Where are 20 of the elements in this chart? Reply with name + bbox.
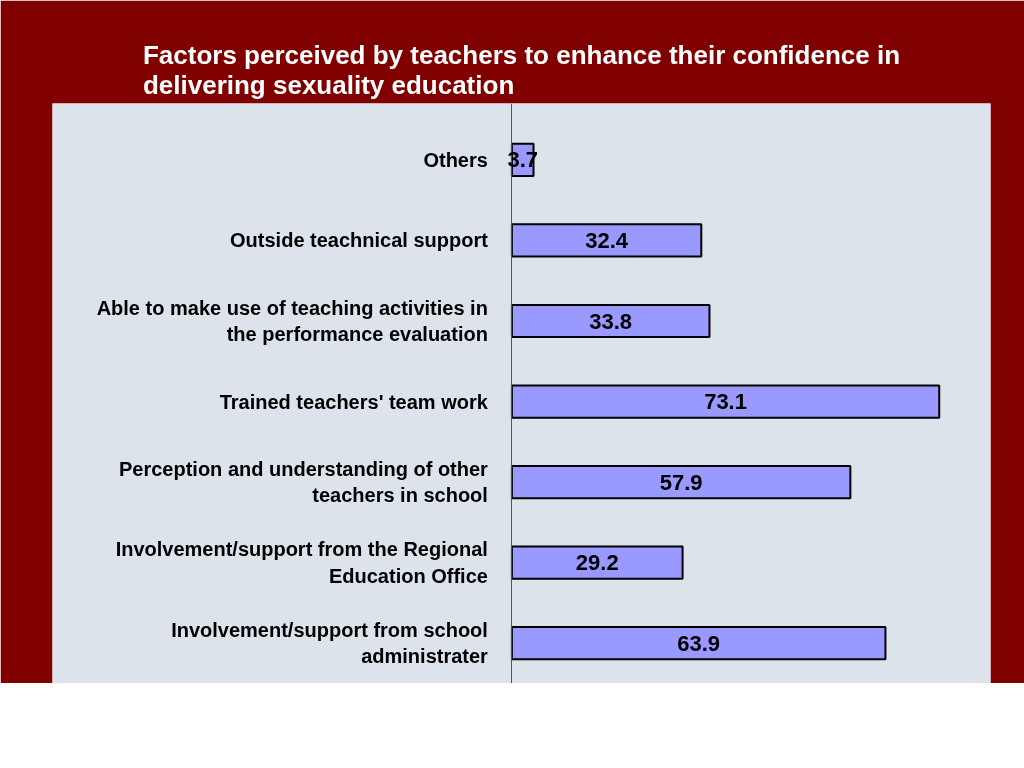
data-label: 73.1 [704,389,747,415]
bar [510,626,887,661]
y-tick-label: Involvement/support from school administrater [171,619,489,668]
y-tick-label: Others [423,148,488,171]
chart-title: Factors perceived by teachers to enhance their confidence in delivering sexuality education [142,39,901,100]
bar [510,303,711,339]
y-tick-label: Able to make use of teaching activities in the performance evaluation [96,296,488,346]
bar [510,384,941,419]
data-label: 29.2 [575,550,619,576]
data-label: 57.9 [659,469,703,495]
data-label: 33.8 [589,308,633,334]
y-tick-label: Outside teachnical support [230,229,489,252]
bar [510,545,684,580]
data-label: 63.9 [677,630,721,656]
y-tick-label: Trained teachers' team work [219,390,489,413]
data-label: 32.4 [585,227,629,253]
bar [510,465,852,500]
y-tick-label: Involvement/support from the Regional Education Office [115,538,488,587]
y-tick-label: Perception and understanding of other teachers in school [118,457,489,507]
bar [510,223,703,258]
